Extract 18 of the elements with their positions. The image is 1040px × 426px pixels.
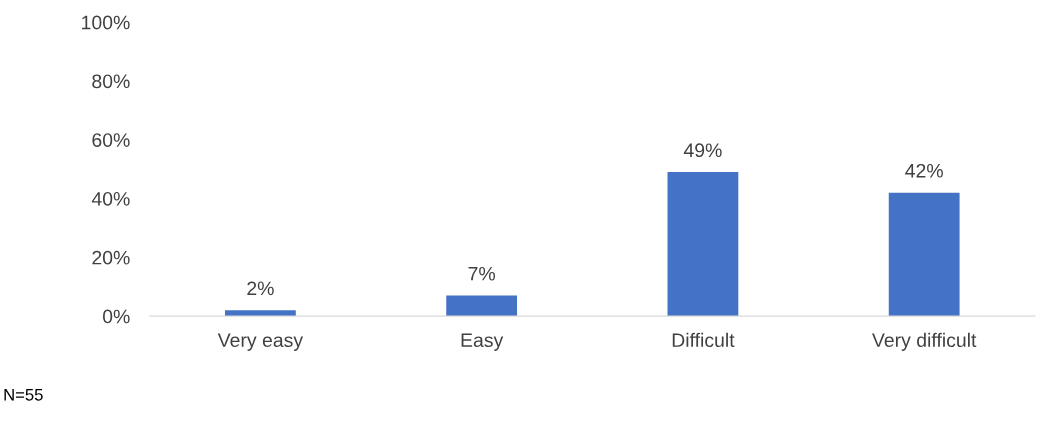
y-tick-label: 80%	[92, 74, 130, 89]
x-tick-label: Very easy	[217, 333, 304, 351]
text: N=55	[4, 389, 43, 401]
bar	[667, 172, 739, 317]
y-tick-label: 100%	[82, 15, 130, 30]
bar	[446, 295, 518, 317]
data-label: 2%	[247, 281, 274, 296]
data-label: 42%	[905, 163, 943, 178]
bar	[888, 192, 960, 317]
x-tick-label: Difficult	[672, 332, 735, 348]
y-tick-label: 0%	[102, 309, 130, 324]
y-tick-label: 40%	[91, 191, 130, 206]
data-label: 7%	[468, 266, 496, 281]
x-tick-label: Easy	[461, 333, 504, 351]
x-tick-label: Very difficult	[872, 332, 977, 351]
y-tick-label: 60%	[92, 133, 130, 147]
data-label: 49%	[683, 143, 722, 158]
y-tick-label: 20%	[92, 250, 130, 265]
